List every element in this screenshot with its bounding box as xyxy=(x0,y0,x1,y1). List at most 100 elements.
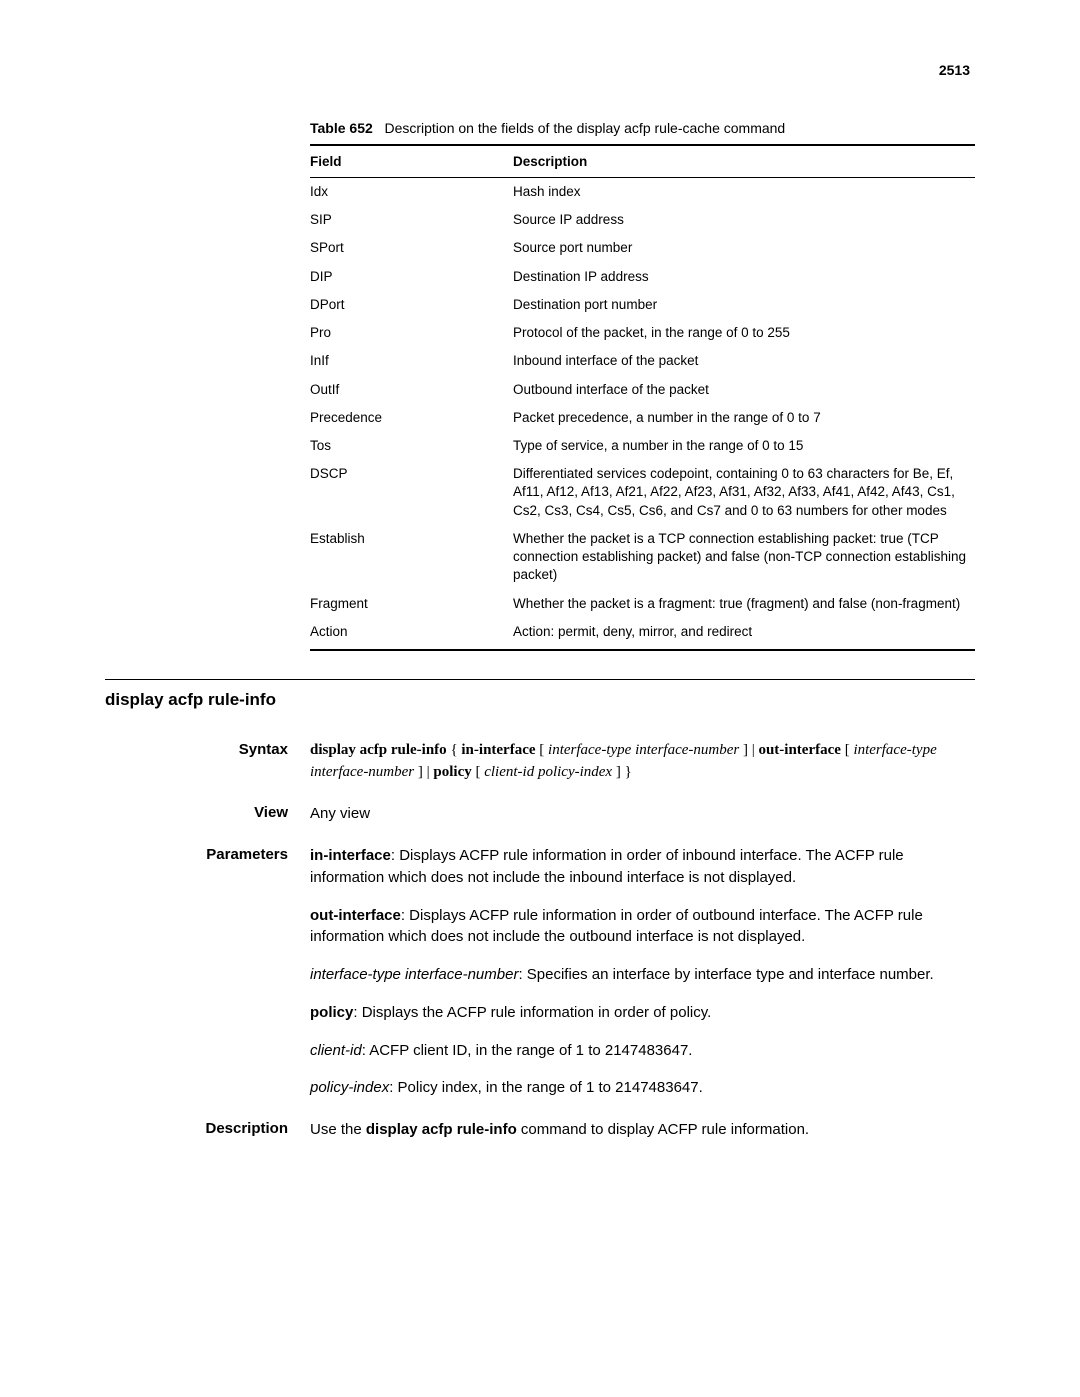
cell-desc: Differentiated services codepoint, conta… xyxy=(513,460,975,525)
table-row: SPortSource port number xyxy=(310,234,975,262)
description-body: Use the display acfp rule-info command t… xyxy=(310,1119,975,1141)
syntax-token: [ xyxy=(841,742,854,758)
param-desc: : ACFP client ID, in the range of 1 to 2… xyxy=(362,1042,693,1059)
cell-desc: Source IP address xyxy=(513,206,975,234)
param-interface-type: interface-type interface-number: Specifi… xyxy=(310,964,975,986)
table-row: PrecedencePacket precedence, a number in… xyxy=(310,404,975,432)
section-title: display acfp rule-info xyxy=(105,690,975,710)
param-desc: : Policy index, in the range of 1 to 214… xyxy=(389,1079,703,1096)
cell-desc: Inbound interface of the packet xyxy=(513,347,975,375)
syntax-token: out-interface xyxy=(758,742,840,758)
param-in-interface: in-interface: Displays ACFP rule informa… xyxy=(310,845,975,889)
table-header-field: Field xyxy=(310,145,513,178)
parameters-row: Parameters in-interface: Displays ACFP r… xyxy=(105,845,975,1099)
table-row: DSCPDifferentiated services codepoint, c… xyxy=(310,460,975,525)
parameters-label: Parameters xyxy=(105,845,310,863)
cell-field: Establish xyxy=(310,525,513,590)
param-term: in-interface xyxy=(310,847,391,864)
param-desc: : Displays ACFP rule information in orde… xyxy=(310,907,923,946)
desc-part: Use the xyxy=(310,1121,366,1138)
cell-field: DPort xyxy=(310,291,513,319)
param-policy-index: policy-index: Policy index, in the range… xyxy=(310,1077,975,1099)
param-desc: : Specifies an interface by interface ty… xyxy=(518,966,933,983)
syntax-body: display acfp rule-info { in-interface [ … xyxy=(310,740,975,784)
cell-desc: Whether the packet is a TCP connection e… xyxy=(513,525,975,590)
view-row: View Any view xyxy=(105,803,975,825)
table-caption: Table 652 Description on the fields of t… xyxy=(310,120,975,136)
cell-field: DSCP xyxy=(310,460,513,525)
page: 2513 Table 652 Description on the fields… xyxy=(0,0,1080,1397)
table-row: SIPSource IP address xyxy=(310,206,975,234)
table-caption-text-value: Description on the fields of the display… xyxy=(384,120,785,136)
cell-desc: Whether the packet is a fragment: true (… xyxy=(513,590,975,618)
description-text: Use the display acfp rule-info command t… xyxy=(310,1119,975,1141)
table-row: EstablishWhether the packet is a TCP con… xyxy=(310,525,975,590)
cell-desc: Outbound interface of the packet xyxy=(513,376,975,404)
parameters-body: in-interface: Displays ACFP rule informa… xyxy=(310,845,975,1099)
syntax-row: Syntax display acfp rule-info { in-inter… xyxy=(105,740,975,784)
table-row: ProProtocol of the packet, in the range … xyxy=(310,319,975,347)
cell-desc: Type of service, a number in the range o… xyxy=(513,432,975,460)
desc-part: command to display ACFP rule information… xyxy=(517,1121,809,1138)
cell-field: SIP xyxy=(310,206,513,234)
section-divider xyxy=(105,679,975,680)
syntax-token: ] | xyxy=(414,764,433,780)
param-policy: policy: Displays the ACFP rule informati… xyxy=(310,1002,975,1024)
cell-desc: Packet precedence, a number in the range… xyxy=(513,404,975,432)
desc-part: display acfp rule-info xyxy=(366,1121,517,1138)
syntax-token: interface-type interface-number xyxy=(548,742,739,758)
page-number: 2513 xyxy=(939,62,970,78)
cell-field: OutIf xyxy=(310,376,513,404)
table-row: DIPDestination IP address xyxy=(310,263,975,291)
syntax-token: policy xyxy=(433,764,471,780)
param-out-interface: out-interface: Displays ACFP rule inform… xyxy=(310,905,975,949)
cell-field: Tos xyxy=(310,432,513,460)
cell-desc: Protocol of the packet, in the range of … xyxy=(513,319,975,347)
syntax-line: display acfp rule-info { in-interface [ … xyxy=(310,740,975,784)
cell-desc: Destination IP address xyxy=(513,263,975,291)
cell-field: Idx xyxy=(310,178,513,207)
table-row: DPortDestination port number xyxy=(310,291,975,319)
cell-field: InIf xyxy=(310,347,513,375)
fields-table: Field Description IdxHash index SIPSourc… xyxy=(310,144,975,651)
table-row: InIfInbound interface of the packet xyxy=(310,347,975,375)
cell-desc: Hash index xyxy=(513,178,975,207)
table-row: ActionAction: permit, deny, mirror, and … xyxy=(310,618,975,650)
syntax-token: [ xyxy=(536,742,549,758)
syntax-token: display acfp rule-info xyxy=(310,742,447,758)
cell-field: DIP xyxy=(310,263,513,291)
cell-field: SPort xyxy=(310,234,513,262)
table-row: OutIfOutbound interface of the packet xyxy=(310,376,975,404)
table-header-row: Field Description xyxy=(310,145,975,178)
param-term: out-interface xyxy=(310,907,401,924)
param-term: policy-index xyxy=(310,1079,389,1096)
table-row: TosType of service, a number in the rang… xyxy=(310,432,975,460)
syntax-token: in-interface xyxy=(461,742,535,758)
syntax-token: client-id policy-index xyxy=(484,764,612,780)
syntax-token: ] } xyxy=(612,764,632,780)
syntax-label: Syntax xyxy=(105,740,310,758)
param-client-id: client-id: ACFP client ID, in the range … xyxy=(310,1040,975,1062)
view-label: View xyxy=(105,803,310,821)
param-term: interface-type interface-number xyxy=(310,966,518,983)
table-row: FragmentWhether the packet is a fragment… xyxy=(310,590,975,618)
param-term: client-id xyxy=(310,1042,362,1059)
cell-desc: Destination port number xyxy=(513,291,975,319)
cell-field: Fragment xyxy=(310,590,513,618)
description-label: Description xyxy=(105,1119,310,1137)
table-body: IdxHash index SIPSource IP address SPort… xyxy=(310,178,975,650)
table-header-description: Description xyxy=(513,145,975,178)
view-body: Any view xyxy=(310,803,975,825)
param-term: policy xyxy=(310,1004,353,1021)
syntax-token: { xyxy=(447,742,462,758)
param-desc: : Displays the ACFP rule information in … xyxy=(353,1004,711,1021)
cell-field: Precedence xyxy=(310,404,513,432)
table-row: IdxHash index xyxy=(310,178,975,207)
cell-field: Pro xyxy=(310,319,513,347)
table-caption-label: Table 652 xyxy=(310,120,373,136)
param-desc: : Displays ACFP rule information in orde… xyxy=(310,847,904,886)
view-text: Any view xyxy=(310,803,975,825)
cell-desc: Action: permit, deny, mirror, and redire… xyxy=(513,618,975,650)
description-row: Description Use the display acfp rule-in… xyxy=(105,1119,975,1141)
cell-field: Action xyxy=(310,618,513,650)
